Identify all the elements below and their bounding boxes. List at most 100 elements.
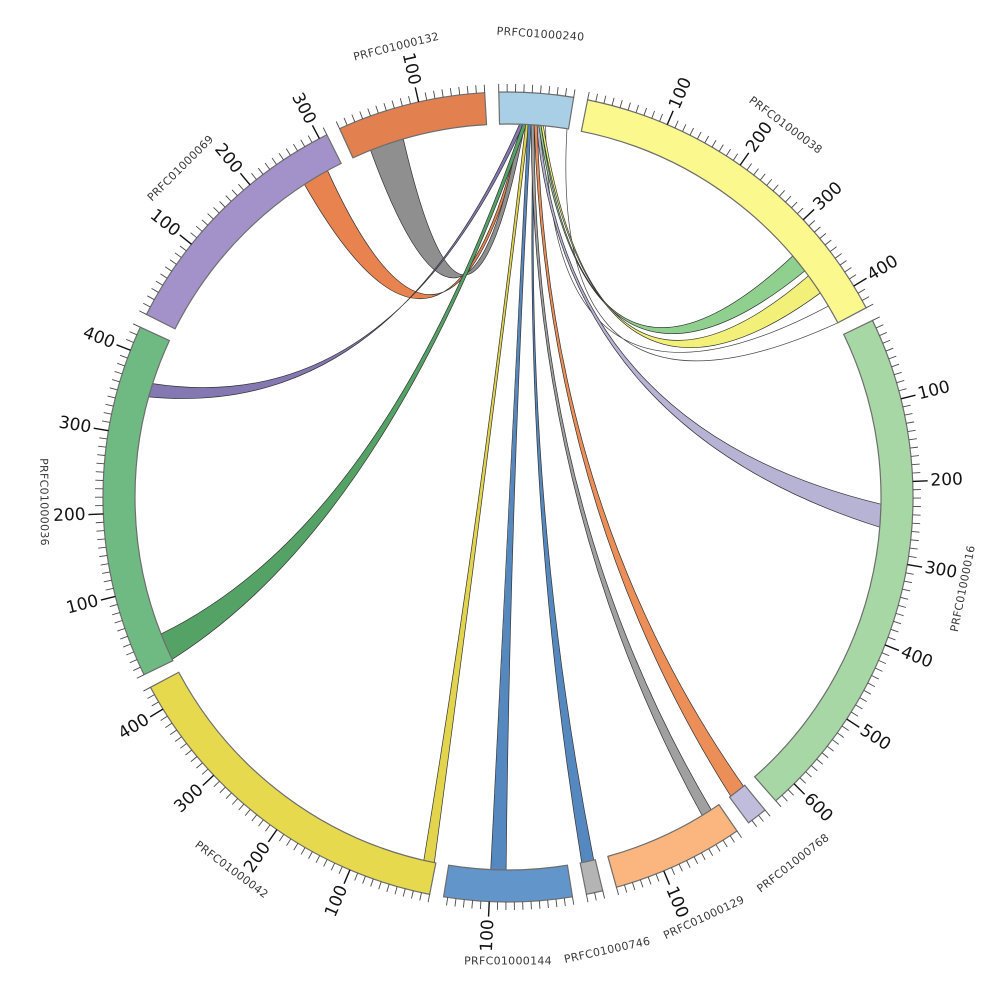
segment-label-PRFC01000036: PRFC01000036 bbox=[37, 458, 51, 546]
minor-tick bbox=[548, 86, 551, 95]
minor-tick bbox=[174, 252, 182, 258]
minor-tick bbox=[837, 732, 845, 738]
minor-tick bbox=[908, 555, 917, 558]
minor-tick bbox=[538, 900, 541, 909]
minor-tick bbox=[441, 89, 444, 98]
major-tick bbox=[487, 901, 490, 917]
minor-tick bbox=[565, 88, 568, 97]
minor-tick bbox=[881, 652, 890, 657]
segment-arc-PRFC01000240 bbox=[498, 91, 575, 130]
tick-label: 100 bbox=[321, 882, 352, 920]
minor-tick bbox=[799, 777, 806, 784]
minor-tick bbox=[103, 579, 112, 583]
minor-tick bbox=[872, 316, 880, 321]
ribbons-layer bbox=[148, 123, 882, 871]
minor-tick bbox=[103, 412, 112, 415]
minor-tick bbox=[322, 127, 328, 135]
tick-label: 300 bbox=[170, 780, 207, 817]
minor-tick bbox=[257, 167, 264, 175]
minor-tick bbox=[746, 163, 753, 171]
minor-tick bbox=[330, 862, 336, 871]
minor-tick bbox=[563, 898, 566, 907]
tick-label: 100 bbox=[64, 591, 100, 618]
major-tick bbox=[267, 829, 278, 843]
minor-tick bbox=[391, 100, 395, 109]
major-tick bbox=[202, 774, 215, 787]
minor-tick bbox=[722, 839, 728, 848]
minor-tick bbox=[725, 148, 731, 157]
major-tick bbox=[239, 172, 251, 186]
major-tick bbox=[116, 344, 131, 351]
tick-label: 100 bbox=[665, 75, 696, 113]
minor-tick bbox=[912, 522, 921, 525]
major-tick bbox=[739, 152, 750, 166]
minor-tick bbox=[293, 843, 299, 851]
minor-tick bbox=[129, 659, 138, 664]
minor-tick bbox=[120, 635, 128, 640]
tick-label: 100 bbox=[398, 51, 425, 87]
minor-tick bbox=[635, 105, 639, 113]
minor-tick bbox=[615, 887, 619, 896]
minor-tick bbox=[133, 666, 141, 671]
minor-tick bbox=[909, 446, 919, 449]
minor-tick bbox=[810, 765, 818, 772]
minor-tick bbox=[201, 219, 209, 226]
minor-tick bbox=[300, 847, 306, 855]
minor-tick bbox=[821, 752, 829, 759]
minor-tick bbox=[155, 280, 163, 286]
minor-tick bbox=[863, 689, 872, 695]
minor-tick bbox=[624, 884, 628, 893]
minor-tick bbox=[102, 571, 111, 574]
minor-tick bbox=[689, 127, 694, 136]
minor-tick bbox=[631, 882, 636, 891]
minor-tick bbox=[265, 824, 271, 832]
minor-tick bbox=[399, 98, 403, 107]
minor-tick bbox=[849, 274, 857, 280]
minor-tick bbox=[207, 213, 214, 220]
minor-tick bbox=[462, 899, 465, 908]
minor-tick bbox=[875, 324, 884, 329]
minor-tick bbox=[732, 153, 739, 161]
segment-arc-PRFC01000746 bbox=[579, 858, 604, 896]
minor-tick bbox=[95, 521, 104, 524]
tick-label: 600 bbox=[800, 789, 837, 826]
minor-tick bbox=[859, 697, 867, 703]
segment-arc-PRFC01000144 bbox=[442, 864, 574, 903]
minor-tick bbox=[354, 872, 359, 881]
tick-label: 300 bbox=[57, 413, 92, 438]
tick-label: 400 bbox=[115, 710, 153, 744]
minor-tick bbox=[427, 894, 431, 903]
minor-tick bbox=[185, 749, 193, 756]
minor-tick bbox=[359, 111, 364, 120]
minor-tick bbox=[286, 838, 292, 846]
minor-tick bbox=[627, 102, 631, 111]
minor-tick bbox=[829, 246, 837, 252]
minor-tick bbox=[805, 771, 812, 778]
minor-tick bbox=[693, 856, 699, 865]
minor-tick bbox=[278, 153, 284, 161]
minor-tick bbox=[844, 267, 852, 273]
minor-tick bbox=[797, 207, 804, 215]
minor-tick bbox=[386, 884, 390, 892]
minor-tick bbox=[736, 830, 742, 838]
minor-tick bbox=[540, 85, 542, 94]
minor-tick bbox=[238, 183, 244, 191]
minor-tick bbox=[315, 855, 321, 863]
minor-tick bbox=[251, 173, 257, 180]
minor-tick bbox=[279, 834, 285, 842]
minor-tick bbox=[766, 178, 773, 186]
minor-tick bbox=[449, 87, 452, 97]
minor-tick bbox=[402, 888, 406, 897]
minor-tick bbox=[816, 758, 824, 765]
minor-tick bbox=[109, 387, 118, 391]
minor-tick bbox=[910, 455, 919, 457]
minor-tick bbox=[114, 371, 123, 375]
minor-tick bbox=[238, 803, 245, 811]
minor-tick bbox=[819, 233, 827, 239]
minor-tick bbox=[160, 273, 168, 279]
segment-arc-PRFC01000038 bbox=[580, 99, 867, 324]
minor-tick bbox=[96, 530, 105, 532]
minor-tick bbox=[902, 404, 911, 408]
minor-tick bbox=[219, 201, 226, 208]
